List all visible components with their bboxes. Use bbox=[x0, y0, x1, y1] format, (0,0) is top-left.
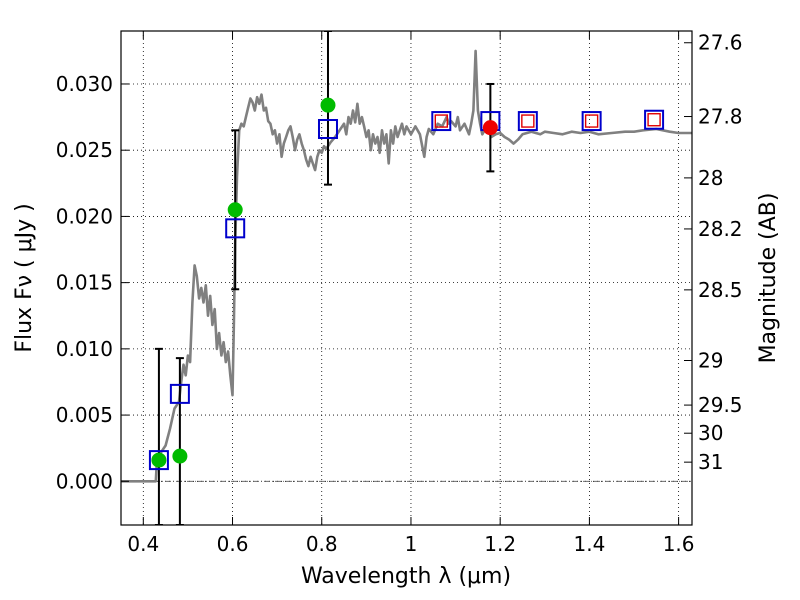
x-tick-label: 1.6 bbox=[663, 532, 695, 556]
x-axis-label: Wavelength λ (μm) bbox=[301, 564, 511, 589]
model-square-inner bbox=[584, 114, 599, 128]
model-square-point bbox=[317, 119, 338, 140]
marker-layer bbox=[148, 97, 665, 471]
y-tick-label: 0.020 bbox=[56, 204, 113, 228]
model-square-point bbox=[517, 111, 538, 132]
y-tick-label: 0.010 bbox=[56, 337, 113, 361]
model-square-point bbox=[431, 111, 452, 132]
mag-tick-label: 29 bbox=[698, 349, 723, 373]
mag-tick-label: 28.5 bbox=[698, 278, 743, 302]
y-axis-right-label: Magnitude (AB) bbox=[756, 193, 781, 364]
detection-point bbox=[227, 202, 243, 218]
model-square-inner bbox=[521, 114, 535, 128]
y-tick-label: 0.030 bbox=[56, 72, 113, 96]
model-square-point bbox=[148, 450, 169, 471]
x-tick-label: 1.2 bbox=[484, 532, 516, 556]
mag-tick-label: 28 bbox=[698, 166, 723, 190]
tick-layer: 0.4 0.6 0.8 1 1.2 1.4 1.6 0.000 0.005 0.010 0.015 0… bbox=[56, 31, 743, 556]
model-square-point bbox=[225, 218, 246, 239]
y-tick-label: 0.005 bbox=[56, 403, 113, 427]
highlight-point bbox=[482, 120, 498, 136]
model-square-inner bbox=[647, 113, 661, 127]
mag-tick-label: 30 bbox=[698, 421, 723, 445]
y-axis-label: Flux Fν ( μJy ) bbox=[12, 203, 37, 352]
model-square-inner bbox=[434, 114, 448, 128]
x-tick-label: 1 bbox=[405, 532, 418, 556]
model-square-point bbox=[169, 383, 190, 404]
y-tick-label: 0.015 bbox=[56, 271, 113, 295]
mag-tick-label: 27.8 bbox=[698, 105, 743, 129]
model-square-point bbox=[581, 111, 602, 132]
gridlines bbox=[121, 31, 692, 525]
mag-tick-label: 29.5 bbox=[698, 393, 743, 417]
x-tick-label: 0.8 bbox=[306, 532, 338, 556]
model-square-point bbox=[644, 109, 665, 130]
detection-point bbox=[172, 448, 188, 464]
mag-tick-label: 28.2 bbox=[698, 217, 743, 241]
mag-tick-label: 31 bbox=[698, 450, 723, 474]
x-tick-label: 1.4 bbox=[573, 532, 605, 556]
sed-curve-layer bbox=[121, 49, 692, 483]
x-tick-label: 0.4 bbox=[127, 532, 159, 556]
plot-frame bbox=[120, 30, 693, 526]
mag-tick-label: 27.6 bbox=[698, 31, 743, 55]
sed-line bbox=[121, 49, 692, 483]
detection-point bbox=[320, 97, 336, 113]
y-tick-label: 0.000 bbox=[56, 469, 113, 493]
y-tick-label: 0.025 bbox=[56, 138, 113, 162]
detection-point bbox=[151, 452, 167, 468]
x-tick-label: 0.6 bbox=[217, 532, 249, 556]
